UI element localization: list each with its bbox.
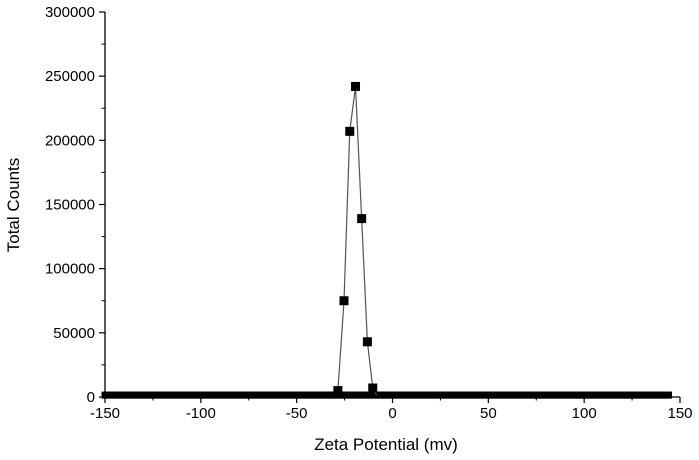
series-line: [333, 86, 378, 396]
y-tick-label: 150000: [45, 197, 95, 214]
baseline-point: [665, 391, 672, 399]
data-point: [345, 126, 355, 136]
data-point: [351, 81, 361, 91]
y-axis-title: Total Counts: [4, 158, 23, 253]
data-point: [333, 386, 343, 396]
x-axis-title: Zeta Potential (mv): [314, 435, 458, 454]
tick-labels: -150 -100 -50 0 50 100 150 0 50000 100000 150000 20…: [45, 4, 693, 422]
y-tick-label: 250000: [45, 68, 95, 85]
baseline-markers: [101, 391, 672, 399]
data-point: [339, 296, 349, 306]
x-tick-label: -150: [90, 405, 120, 422]
x-tick-label: -100: [186, 405, 216, 422]
x-tick-label: 50: [480, 405, 497, 422]
series-line-path: [333, 86, 378, 396]
x-tick-label: 0: [388, 405, 396, 422]
y-tick-label: 50000: [53, 325, 95, 342]
series-markers: [333, 81, 378, 396]
x-tick-label: 100: [572, 405, 597, 422]
data-point: [362, 337, 372, 347]
y-tick-label: 300000: [45, 4, 95, 21]
x-tick-label: 150: [667, 405, 692, 422]
axes: [99, 11, 681, 403]
y-tick-label: 200000: [45, 132, 95, 149]
x-tick-label: -50: [286, 405, 308, 422]
data-point: [357, 214, 367, 224]
data-point: [368, 383, 378, 393]
y-tick-label: 100000: [45, 261, 95, 278]
y-tick-label: 0: [87, 389, 95, 406]
